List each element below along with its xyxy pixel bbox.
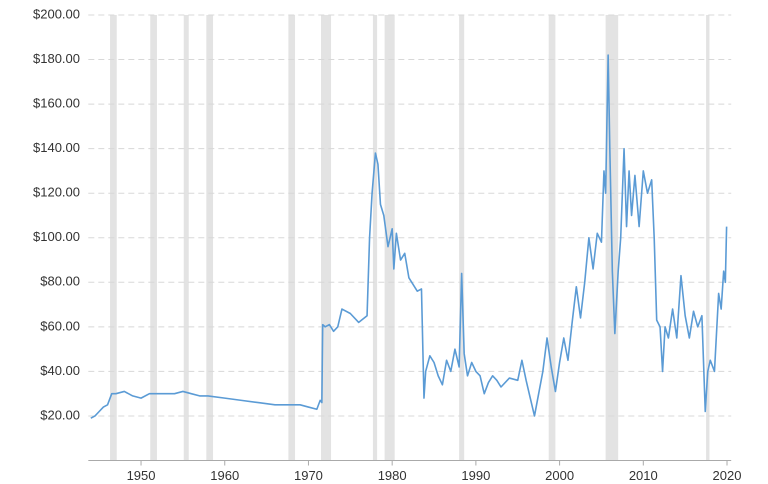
x-tick-label: 1990 [461,468,490,483]
x-tick-label: 2000 [545,468,574,483]
recession-band [183,15,189,461]
x-tick-label: 2010 [629,468,658,483]
x-tick-label: 2020 [713,468,742,483]
price-line [90,54,728,419]
y-tick-label: $40.00 [40,363,80,378]
y-tick-label: $180.00 [33,51,80,66]
x-tick-label: 1980 [378,468,407,483]
y-tick-label: $140.00 [33,140,80,155]
y-tick-label: $100.00 [33,229,80,244]
x-tick-label: 1960 [210,468,239,483]
recession-band [321,15,332,461]
y-tick-label: $120.00 [33,185,80,200]
y-tick-label: $200.00 [33,6,80,21]
y-tick-label: $160.00 [33,96,80,111]
x-tick-label: 1950 [127,468,156,483]
y-tick-label: $60.00 [40,318,80,333]
y-tick-label: $20.00 [40,407,80,422]
x-tick-label: 1970 [294,468,323,483]
recession-band [706,15,710,461]
recession-band [372,15,378,461]
y-tick-label: $80.00 [40,274,80,289]
